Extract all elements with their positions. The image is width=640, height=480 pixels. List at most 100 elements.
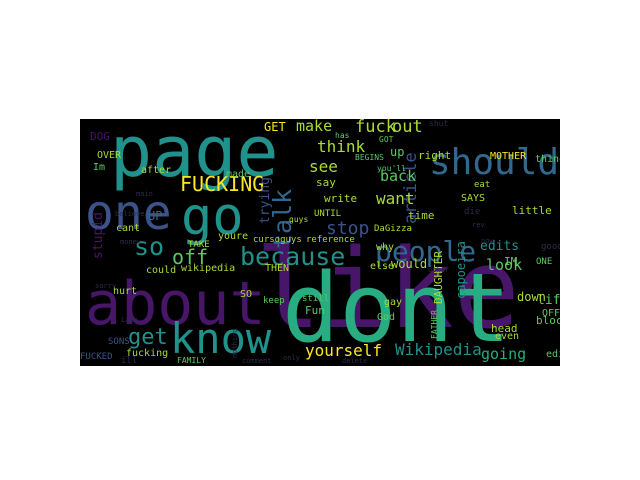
cloud-word: DOG: [90, 130, 110, 143]
cloud-word: cant: [116, 223, 140, 234]
cloud-word: UP: [148, 209, 162, 223]
cloud-word: after: [141, 165, 171, 176]
word-cloud: like dont page about one go should know people be…: [80, 119, 560, 366]
cloud-word: article: [401, 152, 421, 224]
cloud-word: little: [512, 204, 552, 217]
cloud-word: DaGizza: [374, 224, 412, 234]
cloud-word: guys: [289, 215, 308, 224]
cloud-word: yourself: [305, 341, 382, 360]
cloud-word: trying: [258, 177, 273, 224]
cloud-word: people: [375, 235, 476, 268]
cloud-word: UNTIL: [314, 209, 341, 219]
cloud-word: comment: [242, 357, 272, 365]
cloud-word: MOTHER: [490, 151, 527, 162]
cloud-word: nothing: [231, 328, 239, 358]
cloud-word: has: [335, 131, 350, 140]
cloud-word: DAUGHTER: [432, 251, 445, 304]
cloud-word: like: [255, 225, 520, 353]
cloud-word: capoeira: [454, 241, 468, 299]
cloud-word: out: [392, 119, 423, 137]
cloud-word: youre: [218, 231, 248, 242]
cloud-word: get: [128, 325, 168, 350]
cloud-word: GOT: [379, 135, 394, 144]
cloud-word: ONE: [536, 257, 552, 267]
cloud-word: die: [464, 207, 480, 217]
cloud-word: even: [495, 331, 519, 342]
cloud-word: edit: [546, 349, 560, 360]
cloud-word: wikipedia: [181, 263, 235, 274]
cloud-word: stupid: [91, 212, 106, 259]
cloud-word: block: [536, 314, 560, 327]
cloud-word: Lame: [121, 316, 138, 324]
cloud-word: you'll: [377, 164, 406, 173]
cloud-word: dont: [282, 254, 511, 364]
cloud-word: fuck: [355, 119, 396, 137]
cloud-word: BEGINS: [355, 153, 384, 162]
cloud-word: made: [226, 169, 250, 180]
cloud-word: time: [408, 209, 435, 222]
cloud-word: God: [377, 312, 395, 323]
cloud-word: SO: [240, 289, 252, 300]
cloud-word: ill: [121, 356, 137, 366]
cloud-word: right: [418, 149, 451, 162]
cloud-word: IM: [504, 255, 518, 268]
cloud-word: page: [110, 119, 279, 193]
cloud-word: believe: [115, 210, 145, 218]
cloud-word: good: [541, 242, 560, 252]
cloud-word: think: [317, 137, 366, 156]
cloud-word: eat: [474, 180, 490, 190]
cloud-word: down: [517, 290, 546, 304]
cloud-word: stop: [326, 218, 369, 239]
cloud-word: else: [370, 261, 394, 272]
cloud-word: FATHER: [430, 310, 439, 339]
cloud-word: GET: [264, 120, 286, 134]
cloud-word: fucking: [126, 348, 168, 359]
cloud-word: keep: [263, 296, 285, 306]
cloud-word: Im: [93, 162, 105, 173]
cloud-background: [80, 119, 560, 366]
cloud-word: delete: [342, 357, 367, 365]
cloud-word: up: [390, 145, 404, 159]
cloud-word: OFF: [542, 308, 560, 319]
cloud-word: talk: [268, 189, 297, 249]
cloud-word: make: [296, 119, 332, 135]
cloud-word: hurt: [113, 286, 137, 297]
cloud-word: gay: [384, 297, 402, 308]
cloud-word: could: [146, 265, 176, 276]
cloud-word: other: [428, 266, 449, 274]
cloud-word: SONS: [108, 337, 130, 347]
cloud-word: reference: [306, 235, 355, 245]
cloud-word: want: [376, 189, 415, 208]
cloud-word: say: [316, 176, 336, 189]
cloud-word: so: [134, 232, 164, 261]
cloud-word: now: [481, 237, 494, 245]
cloud-word: only: [283, 354, 300, 362]
cloud-word: should: [429, 142, 559, 183]
cloud-word: TAKE: [188, 240, 210, 250]
cloud-word: main: [136, 190, 153, 198]
cloud-word: sorry: [95, 282, 116, 290]
cloud-word: going: [481, 345, 526, 363]
cloud-word: why: [376, 242, 394, 253]
cloud-word: edits: [480, 239, 519, 254]
cloud-word: head: [491, 322, 518, 335]
cloud-word: Wikipedia: [395, 340, 482, 359]
cloud-word: FUCKING: [180, 172, 264, 196]
cloud-word: write: [324, 192, 357, 205]
cloud-word: know: [170, 314, 272, 363]
cloud-word: OVER: [97, 150, 122, 161]
cloud-word: still: [302, 294, 329, 304]
cloud-word: THEN: [265, 263, 289, 274]
cloud-word: life: [537, 293, 560, 308]
cloud-word: one: [85, 185, 172, 241]
cloud-word: about: [85, 269, 266, 339]
cloud-word: off: [172, 245, 208, 269]
cloud-word: cursoguys: [253, 235, 302, 245]
cloud-word: Fun: [305, 304, 325, 317]
cloud-word: FUCKED: [80, 352, 113, 362]
cloud-word: shut: [429, 119, 448, 128]
cloud-word: see: [309, 157, 338, 176]
cloud-word: go: [181, 187, 244, 247]
